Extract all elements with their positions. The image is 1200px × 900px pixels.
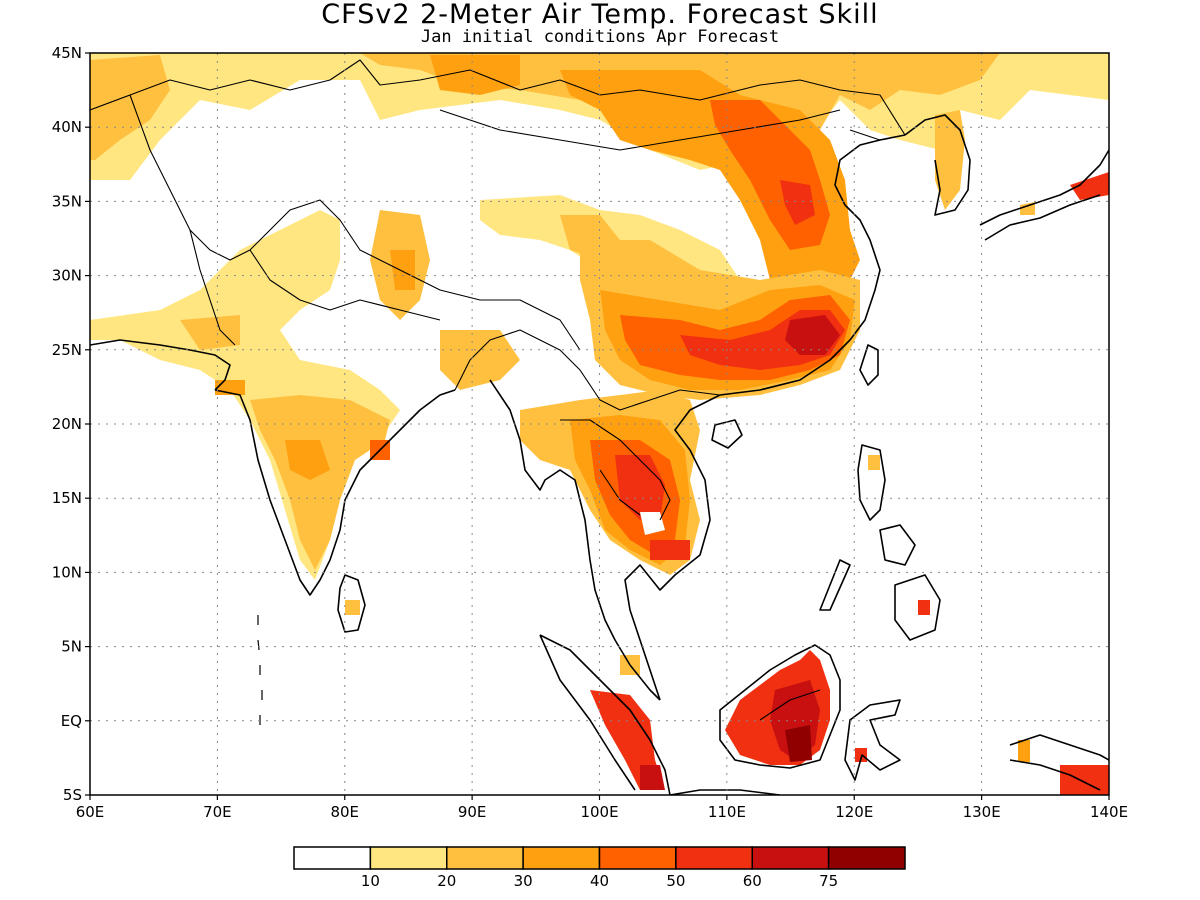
lat-tick-label: 30N [52,267,82,285]
colorbar-label: 40 [590,872,609,890]
lon-tick-label: 90E [458,803,487,821]
lat-tick-label: EQ [61,712,82,730]
colorbar-swatch [676,847,752,869]
lat-tick-label: 15N [52,489,82,507]
lat-tick-label: 40N [52,118,82,136]
lat-tick-label: 35N [52,192,82,210]
lat-tick-label: 5N [61,638,82,656]
lat-tick-label: 5S [63,786,82,804]
lat-tick-label: 45N [52,44,82,62]
lon-tick-label: 70E [203,803,232,821]
colorbar-swatch [370,847,446,869]
colorbar-swatch [447,847,523,869]
lon-tick-label: 100E [580,803,618,821]
lon-tick-label: 120E [835,803,873,821]
forecast-skill-map: 45N 40N 35N 30N 25N 20N 15N 10N 5N EQ 5S 60E 70E 80E… [0,0,1200,900]
lat-tick-label: 25N [52,341,82,359]
colorbar: 10 20 30 40 50 60 75 [294,847,905,890]
shade-cambodia [650,540,690,560]
colorbar-swatch [829,847,905,869]
colorbar-swatch [523,847,599,869]
shade-newguinea [1060,765,1109,795]
shade-mindanao [918,600,930,615]
lat-tick-label: 10N [52,563,82,581]
colorbar-label: 30 [514,872,533,890]
colorbar-label: 50 [666,872,685,890]
colorbar-swatch [600,847,676,869]
colorbar-swatch [752,847,828,869]
lon-tick-label: 110E [708,803,746,821]
lat-tick-label: 20N [52,415,82,433]
latitude-axis: 45N 40N 35N 30N 25N 20N 15N 10N 5N EQ 5S [52,44,90,804]
colorbar-label: 60 [743,872,762,890]
shade-newguinea-2 [1018,740,1030,762]
lon-tick-label: 140E [1090,803,1128,821]
colorbar-label: 75 [819,872,838,890]
colorbar-label: 10 [361,872,380,890]
shade-luzon [868,455,880,470]
colorbar-label: 20 [437,872,456,890]
lon-tick-label: 60E [76,803,105,821]
colorbar-swatch [294,847,370,869]
lon-tick-label: 130E [963,803,1001,821]
longitude-axis: 60E 70E 80E 90E 100E 110E 120E 130E 140E [76,795,1128,821]
shade-srilanka [345,600,360,615]
lon-tick-label: 80E [330,803,359,821]
